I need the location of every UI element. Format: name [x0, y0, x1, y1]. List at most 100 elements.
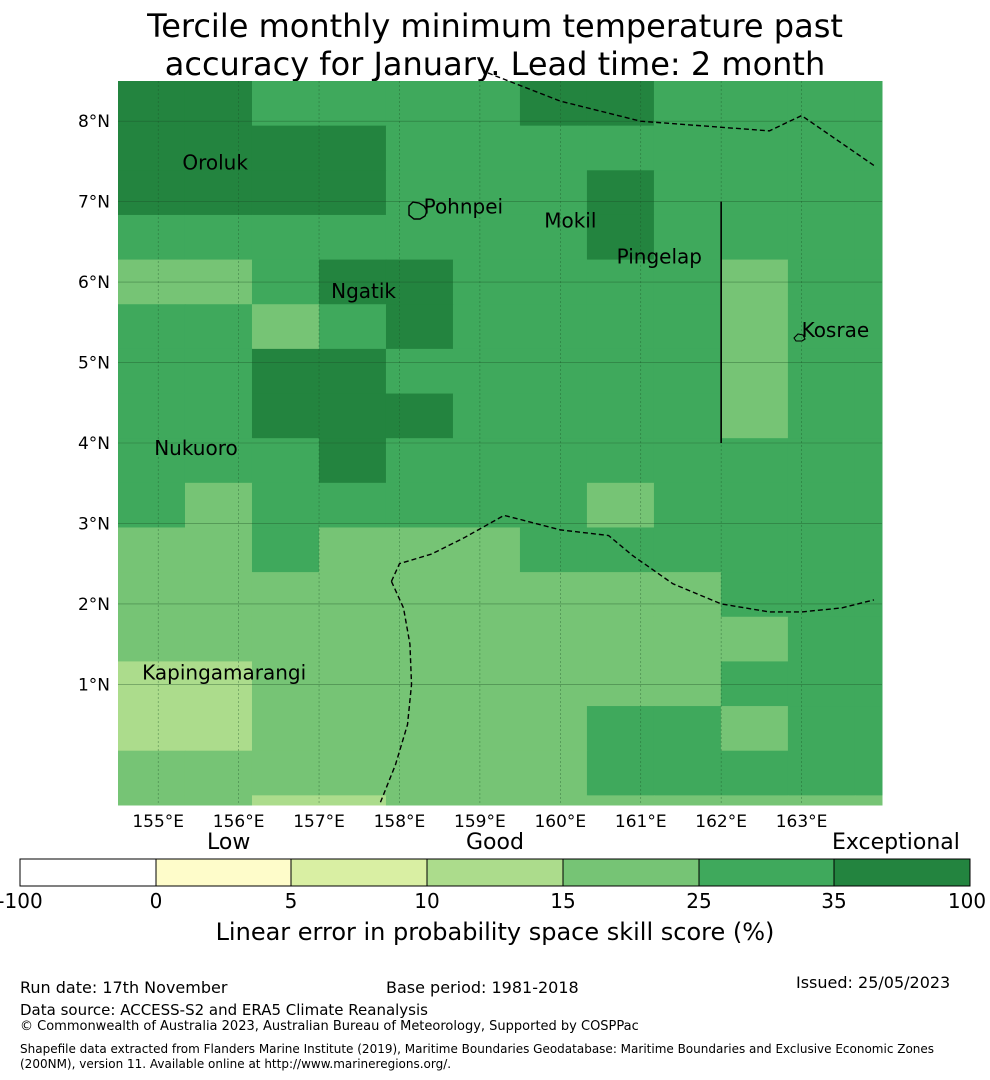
grid-cell: [385, 438, 454, 484]
grid-cell: [452, 125, 521, 171]
place-label: Pohnpei: [424, 195, 504, 219]
grid-cell: [118, 125, 186, 171]
grid-cell: [519, 214, 588, 261]
grid-cell: [586, 706, 655, 752]
grid-cell: [118, 706, 186, 752]
grid-cell: [318, 795, 387, 806]
grid-cell: [251, 348, 320, 395]
grid-cell: [385, 348, 454, 395]
grid-cell: [184, 572, 253, 618]
grid-cell: [184, 661, 253, 707]
grid-cell: [519, 482, 588, 528]
grid-cell: [251, 438, 320, 484]
grid-cell: [452, 795, 521, 806]
grid-cell: [653, 795, 722, 806]
grid-cell: [385, 527, 454, 573]
grid-cell: [854, 125, 883, 171]
grid-cell: [787, 706, 856, 752]
grid-cell: [318, 572, 387, 618]
longitude-tick-label: 160°E: [534, 812, 586, 832]
colorbar-segment: [19, 858, 157, 887]
grid-cell: [452, 170, 521, 216]
grid-cell: [452, 661, 521, 707]
island-outlines: [408, 201, 806, 342]
grid-cell: [854, 348, 883, 395]
grid-cell: [318, 661, 387, 707]
grid-cell: [653, 482, 722, 528]
grid-cell: [720, 170, 789, 216]
grid-cell: [318, 304, 387, 350]
grid-cell: [251, 572, 320, 618]
grid-cell: [787, 170, 856, 216]
grid-cell: [184, 795, 253, 806]
colorbar-tick: 0: [149, 889, 163, 913]
longitude-tick-label: 158°E: [374, 812, 426, 832]
pohnpei-island-icon: [408, 201, 428, 220]
grid-cell: [720, 616, 789, 662]
grid-cell: [854, 81, 883, 127]
grid-cell: [653, 438, 722, 484]
grid-cell: [251, 81, 320, 127]
grid-cell: [653, 214, 722, 261]
grid-cell: [653, 527, 722, 573]
grid-cell: [519, 125, 588, 171]
grid-cell: [854, 393, 883, 439]
grid-cell: [653, 616, 722, 662]
grid-cell: [519, 438, 588, 484]
grid-cell: [787, 616, 856, 662]
grid-cell: [251, 170, 320, 216]
grid-cell: [519, 304, 588, 350]
grid-cell: [184, 125, 253, 171]
grid-cell: [586, 527, 655, 573]
grid-cell: [251, 214, 320, 261]
grid-cell: [385, 616, 454, 662]
grid-cell: [318, 125, 387, 171]
axis-labels: 155°E 156°E 157°E 158°E 159°E 160°E 161°E 162°E…: [78, 112, 827, 832]
grid-cell: [787, 661, 856, 707]
colorbar-tick: -100: [0, 889, 43, 913]
grid-cell: [720, 795, 789, 806]
colorbar: [19, 858, 971, 887]
grid-cell: [787, 482, 856, 528]
grid-cell: [653, 170, 722, 216]
grid-cell: [184, 706, 253, 752]
grid-cell: [787, 214, 856, 261]
grid-cell: [385, 304, 454, 350]
legend-category-low: Low: [207, 830, 251, 855]
grid-cell: [452, 81, 521, 127]
latitude-tick-label: 5°N: [78, 354, 110, 374]
place-label: Ngatik: [331, 279, 396, 303]
grid-cell: [318, 616, 387, 662]
longitude-tick-label: 163°E: [776, 812, 828, 832]
grid-cell: [653, 81, 722, 127]
grid-cell: [519, 81, 588, 127]
longitude-tick-label: 162°E: [695, 812, 747, 832]
grid-cell: [854, 706, 883, 752]
colorbar-segment: [562, 858, 700, 887]
grid-cell: [118, 750, 186, 796]
grid-cell: [184, 616, 253, 662]
latitude-tick-label: 7°N: [78, 193, 110, 213]
grid-cell: [586, 438, 655, 484]
grid-cell: [787, 125, 856, 171]
grid-cell: [720, 214, 789, 261]
grid-cell: [318, 393, 387, 439]
shapefile-credit-line-1: Shapefile data extracted from Flanders M…: [20, 1042, 935, 1056]
grid-cell: [586, 393, 655, 439]
grid-cell: [184, 750, 253, 796]
grid-cell: [251, 661, 320, 707]
grid-cell: [720, 125, 789, 171]
grid-cell: [586, 125, 655, 171]
latitude-tick-label: 3°N: [78, 514, 110, 534]
grid-cell: [519, 750, 588, 796]
grid-cell: [452, 527, 521, 573]
longitude-tick-label: 156°E: [213, 812, 265, 832]
grid-cell: [452, 572, 521, 618]
grid-cell: [519, 527, 588, 573]
grid-cell: [118, 572, 186, 618]
grid-cell: [586, 348, 655, 395]
grid-cell: [385, 170, 454, 216]
place-label: Nukuoro: [154, 436, 238, 460]
latitude-tick-label: 1°N: [78, 675, 110, 695]
